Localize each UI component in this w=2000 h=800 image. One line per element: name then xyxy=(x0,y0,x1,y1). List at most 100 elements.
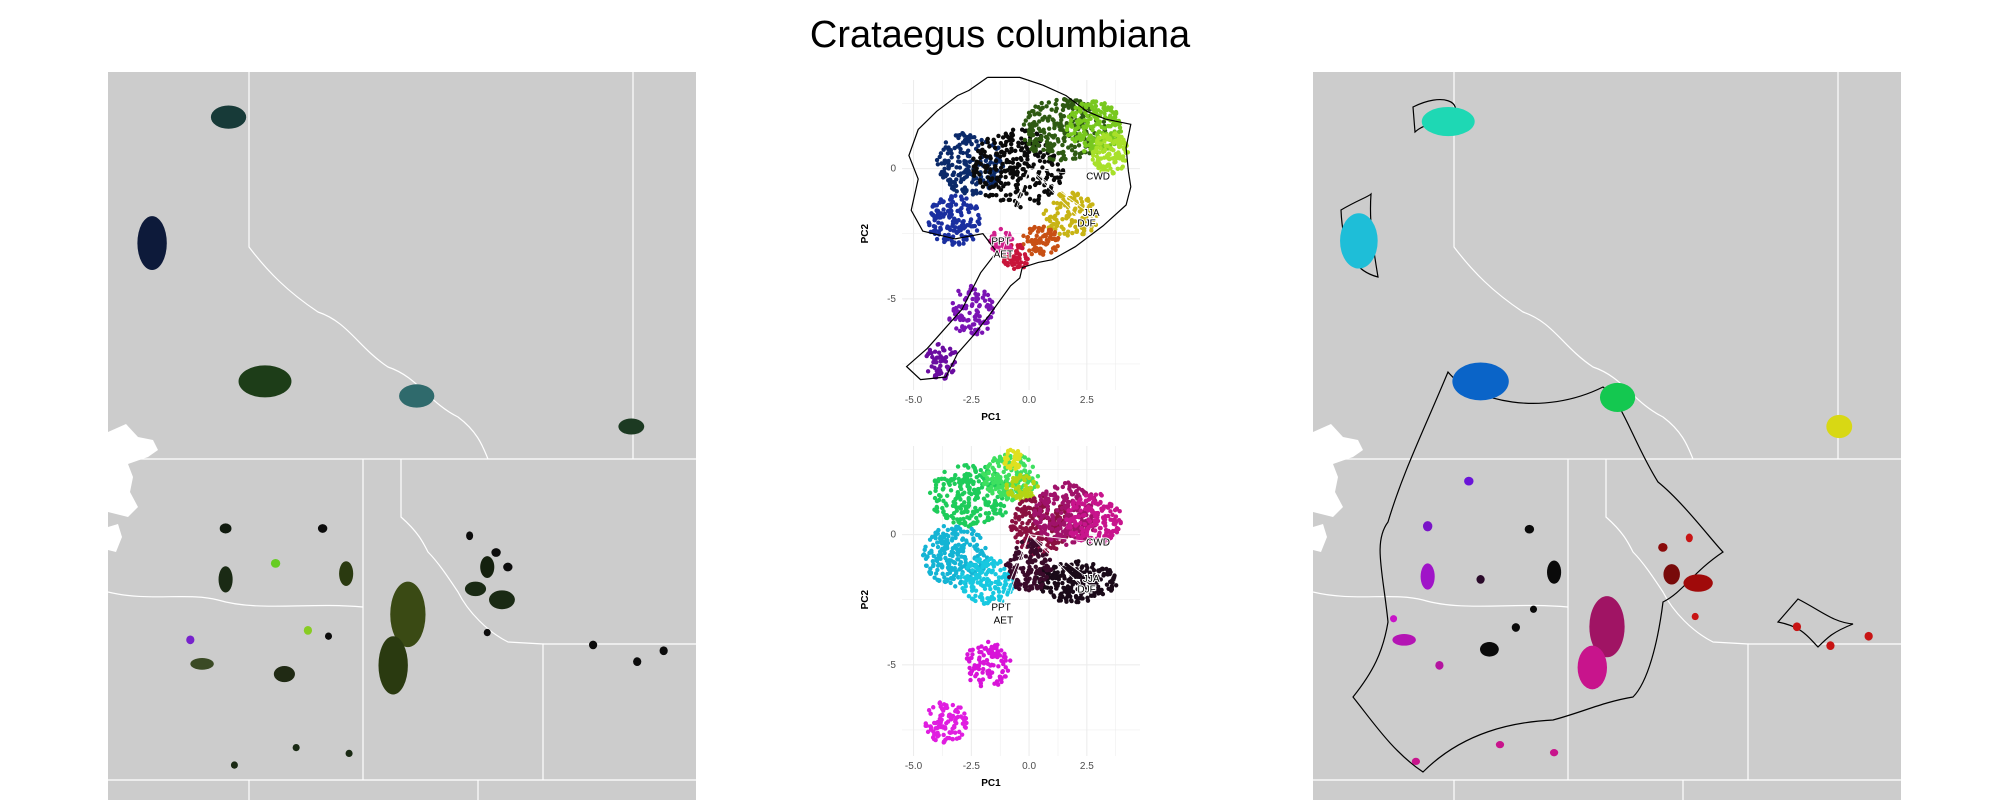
pca-bottom-point xyxy=(1035,586,1040,591)
pca-top-point xyxy=(1046,126,1052,131)
pca-top-point xyxy=(1106,124,1112,129)
pca-bottom-point xyxy=(1096,533,1102,539)
pca-bottom-point xyxy=(970,521,975,526)
pca-bottom-point xyxy=(951,520,956,525)
pca-bottom-point xyxy=(1098,577,1103,582)
pca-top-point xyxy=(1059,117,1064,123)
pca-top-xtick-label: 0.0 xyxy=(1022,395,1036,406)
pca-top-point xyxy=(1089,228,1094,233)
pca-top-point xyxy=(1089,105,1095,111)
pca-bottom-point xyxy=(1066,508,1072,513)
pca-bottom-point xyxy=(974,542,980,548)
pca-top-point xyxy=(964,150,969,156)
pca-bottom-point xyxy=(979,644,984,649)
pca-top-point xyxy=(1017,252,1023,258)
pca-top-point xyxy=(931,360,936,365)
pca-top-point xyxy=(941,207,946,212)
pca-top-point xyxy=(1081,231,1086,237)
pca-bottom-point xyxy=(1014,545,1019,551)
pca-bottom-point xyxy=(959,554,964,559)
pca-bottom-loading-arrow xyxy=(1028,534,1090,580)
pca-top-point xyxy=(934,208,939,213)
pca-top-loading-label: CWD xyxy=(1086,171,1110,182)
pca-top-point xyxy=(976,212,981,218)
pca-top-point xyxy=(983,192,988,198)
pca-bottom-point xyxy=(981,653,986,658)
pca-bottom-point xyxy=(1113,583,1119,588)
pca-top-point xyxy=(1000,161,1005,167)
pca-bottom-point xyxy=(965,515,970,520)
pca-top-point xyxy=(1022,260,1028,266)
pca-bottom-point xyxy=(949,538,955,543)
pca-bottom-point xyxy=(1089,523,1094,529)
map-right-patch xyxy=(1524,524,1535,534)
pca-bottom-point xyxy=(976,657,982,662)
pca-bottom-point xyxy=(970,647,975,653)
pca-top-point xyxy=(1022,153,1027,158)
pca-bottom-point xyxy=(939,476,944,482)
pca-top-point xyxy=(1051,135,1056,140)
pca-bottom-point xyxy=(927,490,933,496)
pca-bottom-point xyxy=(950,546,956,551)
pca-bottom-point xyxy=(993,477,998,482)
pca-bottom-point xyxy=(1043,585,1048,590)
pca-top-point xyxy=(1102,139,1107,144)
pca-top-point xyxy=(998,226,1004,232)
pca-top-point xyxy=(951,368,956,373)
pca-bottom-point xyxy=(1013,511,1018,517)
map-left-patch xyxy=(317,524,328,533)
pca-top-point xyxy=(987,144,992,149)
pca-top-point xyxy=(949,203,954,208)
pca-top-point xyxy=(1102,111,1107,116)
pca-bottom-point xyxy=(1113,521,1118,526)
map-right-patch xyxy=(1511,623,1520,632)
pca-bottom-loading-label: AET xyxy=(994,616,1013,627)
pca-bottom-point xyxy=(1062,498,1067,503)
pca-top-point xyxy=(1111,140,1116,146)
pca-bottom-point xyxy=(945,537,950,543)
pca-top-point xyxy=(1095,121,1100,126)
pca-bottom-point xyxy=(1070,566,1075,572)
pca-top-point xyxy=(1065,233,1070,238)
pca-bottom-points xyxy=(920,447,1123,745)
pca-bottom-point xyxy=(997,484,1002,490)
pca-bottom-point xyxy=(993,586,998,591)
pca-top-loading-label: DJF xyxy=(1077,218,1095,229)
pca-top-point xyxy=(983,169,988,175)
pca-top-point xyxy=(959,233,964,238)
pca-top-point xyxy=(943,174,948,179)
pca-bottom-loading-label: CWD xyxy=(1086,537,1110,548)
pca-top-point xyxy=(935,162,941,167)
pca-bottom-point xyxy=(1003,455,1008,460)
pca-bottom-point xyxy=(1010,493,1015,498)
pca-top-point xyxy=(971,190,977,195)
pca-bottom-point xyxy=(1027,576,1032,581)
pca-top-point xyxy=(954,220,959,225)
pca-top-point xyxy=(962,175,968,180)
pca-top-point xyxy=(970,237,976,242)
pca-top-point xyxy=(1014,156,1019,162)
pca-top-point xyxy=(1042,159,1047,164)
pca-top-point xyxy=(925,369,931,374)
pca-bottom-point xyxy=(934,504,939,510)
pca-top-point xyxy=(1031,109,1036,114)
map-right-patch xyxy=(1390,615,1398,623)
pca-top-point xyxy=(1102,155,1107,160)
pca-top-point xyxy=(964,203,970,208)
pca-bottom-point xyxy=(1017,452,1023,458)
pca-bottom-point xyxy=(969,513,974,518)
pca-bottom-point xyxy=(1010,518,1015,524)
pca-top-point xyxy=(966,317,971,323)
pca-bottom-point xyxy=(1070,500,1076,506)
pca-bottom-point xyxy=(930,559,936,564)
pca-bottom-point xyxy=(1022,529,1028,534)
pca-top-point xyxy=(1060,168,1066,173)
pca-top-point xyxy=(990,192,995,198)
pca-bottom-point xyxy=(943,579,948,585)
pca-bottom-point xyxy=(1079,565,1084,570)
pca-bottom-point xyxy=(931,729,936,734)
pca-bottom-point xyxy=(1094,522,1099,527)
pca-bottom-point xyxy=(941,498,946,503)
map-left-patch xyxy=(489,590,515,610)
pca-top-point xyxy=(998,187,1004,192)
